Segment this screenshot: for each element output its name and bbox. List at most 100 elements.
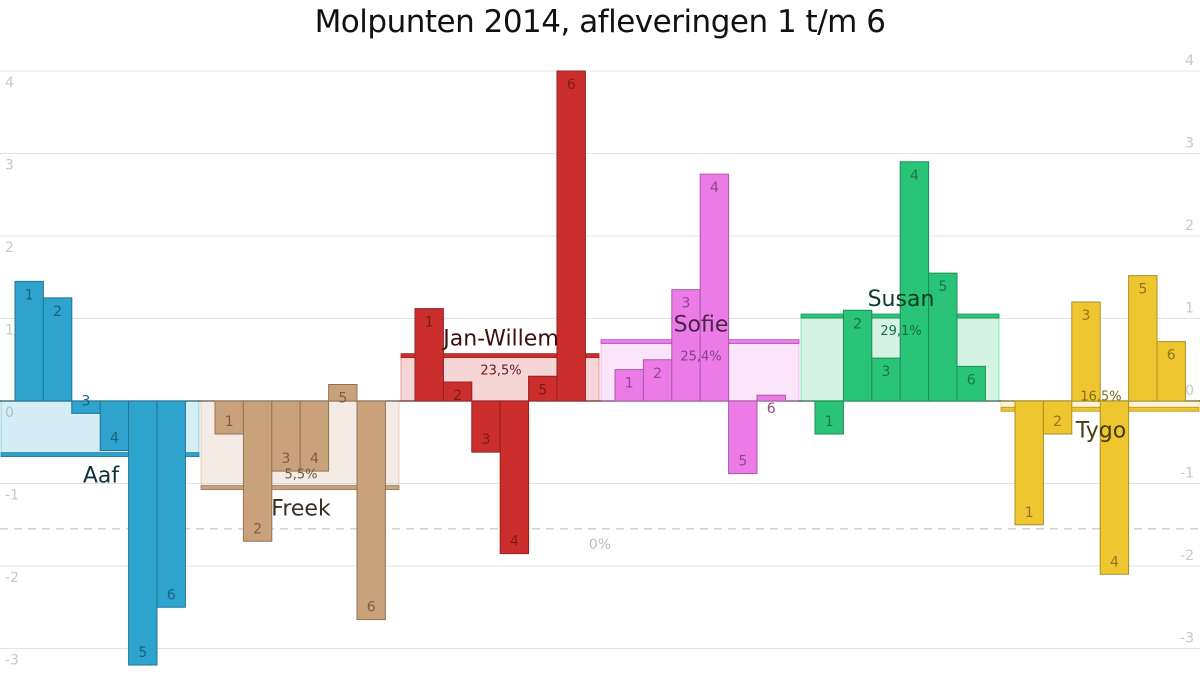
bar-label: 1 <box>1025 505 1034 521</box>
y-tick-label-right: -1 <box>1180 466 1194 482</box>
contestant-percent: 25,4% <box>680 350 721 365</box>
contestant-name: Freek <box>271 497 331 522</box>
contestant-name: Sofie <box>674 313 729 338</box>
bar <box>871 357 901 402</box>
bar-label: 4 <box>1110 554 1119 570</box>
bar <box>699 173 730 402</box>
bar <box>528 375 558 402</box>
bar <box>1071 301 1101 402</box>
bar-label: 6 <box>1167 348 1176 364</box>
bar <box>328 384 358 402</box>
y-tick-label: 3 <box>5 158 14 174</box>
bar <box>128 400 158 666</box>
bar-label: 4 <box>110 431 119 447</box>
mean-line <box>400 353 600 359</box>
bar-label: 4 <box>310 451 319 467</box>
y-tick-label-right: 3 <box>1185 136 1194 152</box>
bar-label: 6 <box>767 401 776 417</box>
labels: 0% 1 2 3 4 5 6 Aaf 1 2 3 4 5 6 Freek 5,5% 1 2 3 4 5 6 Jan-Will… <box>25 77 1176 661</box>
y-tick-label: -1 <box>5 488 19 504</box>
bar-label: 6 <box>967 372 976 388</box>
contestant-name: Susan <box>868 287 935 312</box>
bar-label: 5 <box>338 391 347 407</box>
bar <box>356 400 386 621</box>
y-tick-label: 4 <box>5 75 14 91</box>
bar-label: 1 <box>225 414 234 430</box>
bar <box>842 309 873 402</box>
bar <box>499 400 530 555</box>
bar-label: 3 <box>82 393 91 409</box>
y-tick-label: -2 <box>5 570 19 586</box>
bar <box>899 161 930 402</box>
bar <box>814 400 844 435</box>
bar-label: 2 <box>53 304 62 320</box>
bar <box>299 400 330 472</box>
y-tick-label-right: -2 <box>1180 548 1194 564</box>
bar-label: 2 <box>853 316 862 332</box>
bar-label: 5 <box>1138 282 1147 298</box>
bar-label: 1 <box>25 287 34 303</box>
bar <box>99 400 130 451</box>
y-tick-label-right: 1 <box>1185 301 1194 317</box>
bar <box>756 394 786 402</box>
bar <box>1042 400 1073 435</box>
y-tick-label: -3 <box>5 653 19 669</box>
bar-label: 4 <box>710 180 719 196</box>
contestant-name: Jan-Willem <box>441 327 559 352</box>
y-tick-label-right: 2 <box>1185 218 1194 234</box>
bar <box>14 280 44 402</box>
bar-label: 2 <box>253 521 262 537</box>
y-tick-label-right: -3 <box>1180 631 1194 647</box>
bar <box>671 289 701 402</box>
bar-label: 3 <box>882 364 891 380</box>
bar-label: 3 <box>282 451 291 467</box>
bar <box>442 381 473 402</box>
bar <box>1128 275 1158 402</box>
y-tick-label: 2 <box>5 240 14 256</box>
contestant-name: Tygo <box>1075 418 1126 443</box>
y-tick-label: 1 <box>5 323 14 339</box>
bar-label: 3 <box>482 432 491 448</box>
bar-label: 1 <box>425 315 434 331</box>
bar-label: 3 <box>682 296 691 312</box>
contestant-percent: 23,5% <box>480 364 521 379</box>
chart-title: Molpunten 2014, afleveringen 1 t/m 6 <box>314 4 886 40</box>
bar <box>728 400 758 475</box>
mean-line <box>200 485 400 491</box>
grid <box>0 70 1200 649</box>
bar <box>614 369 644 402</box>
bar-label: 2 <box>453 388 462 404</box>
y-tick-label-right: 4 <box>1185 53 1194 69</box>
y-tick-label: 0 <box>5 405 14 421</box>
mean-line <box>0 452 200 458</box>
bar-label: 4 <box>910 168 919 184</box>
bar <box>956 365 986 402</box>
bar-label: 2 <box>653 366 662 382</box>
bar <box>242 400 273 542</box>
bar-label: 1 <box>625 376 634 392</box>
bar <box>471 400 501 453</box>
bar <box>1014 400 1044 526</box>
contestant-percent: 29,1% <box>880 324 921 339</box>
bar-label: 1 <box>825 414 834 430</box>
contestant-name: Aaf <box>83 464 121 489</box>
bar-label: 6 <box>567 77 576 93</box>
bar-label: 5 <box>938 279 947 295</box>
bar <box>556 70 586 402</box>
y-tick-label-right: 0 <box>1185 383 1194 399</box>
bar <box>928 272 958 402</box>
bar <box>271 400 301 472</box>
bar-label: 5 <box>538 382 547 398</box>
bar <box>42 297 73 402</box>
bar <box>1099 400 1130 575</box>
reference-label: 0% <box>589 537 611 553</box>
y-axis: -3 -2 -1 0 1 2 3 4 -3 -2 -1 0 1 2 3 4 <box>0 53 1200 669</box>
bar <box>642 359 673 402</box>
bar-label: 4 <box>510 534 519 550</box>
bar <box>1156 341 1186 402</box>
bar-label: 5 <box>138 645 147 661</box>
bars <box>14 70 1186 666</box>
bar-label: 3 <box>1082 308 1091 324</box>
bar <box>414 308 444 402</box>
